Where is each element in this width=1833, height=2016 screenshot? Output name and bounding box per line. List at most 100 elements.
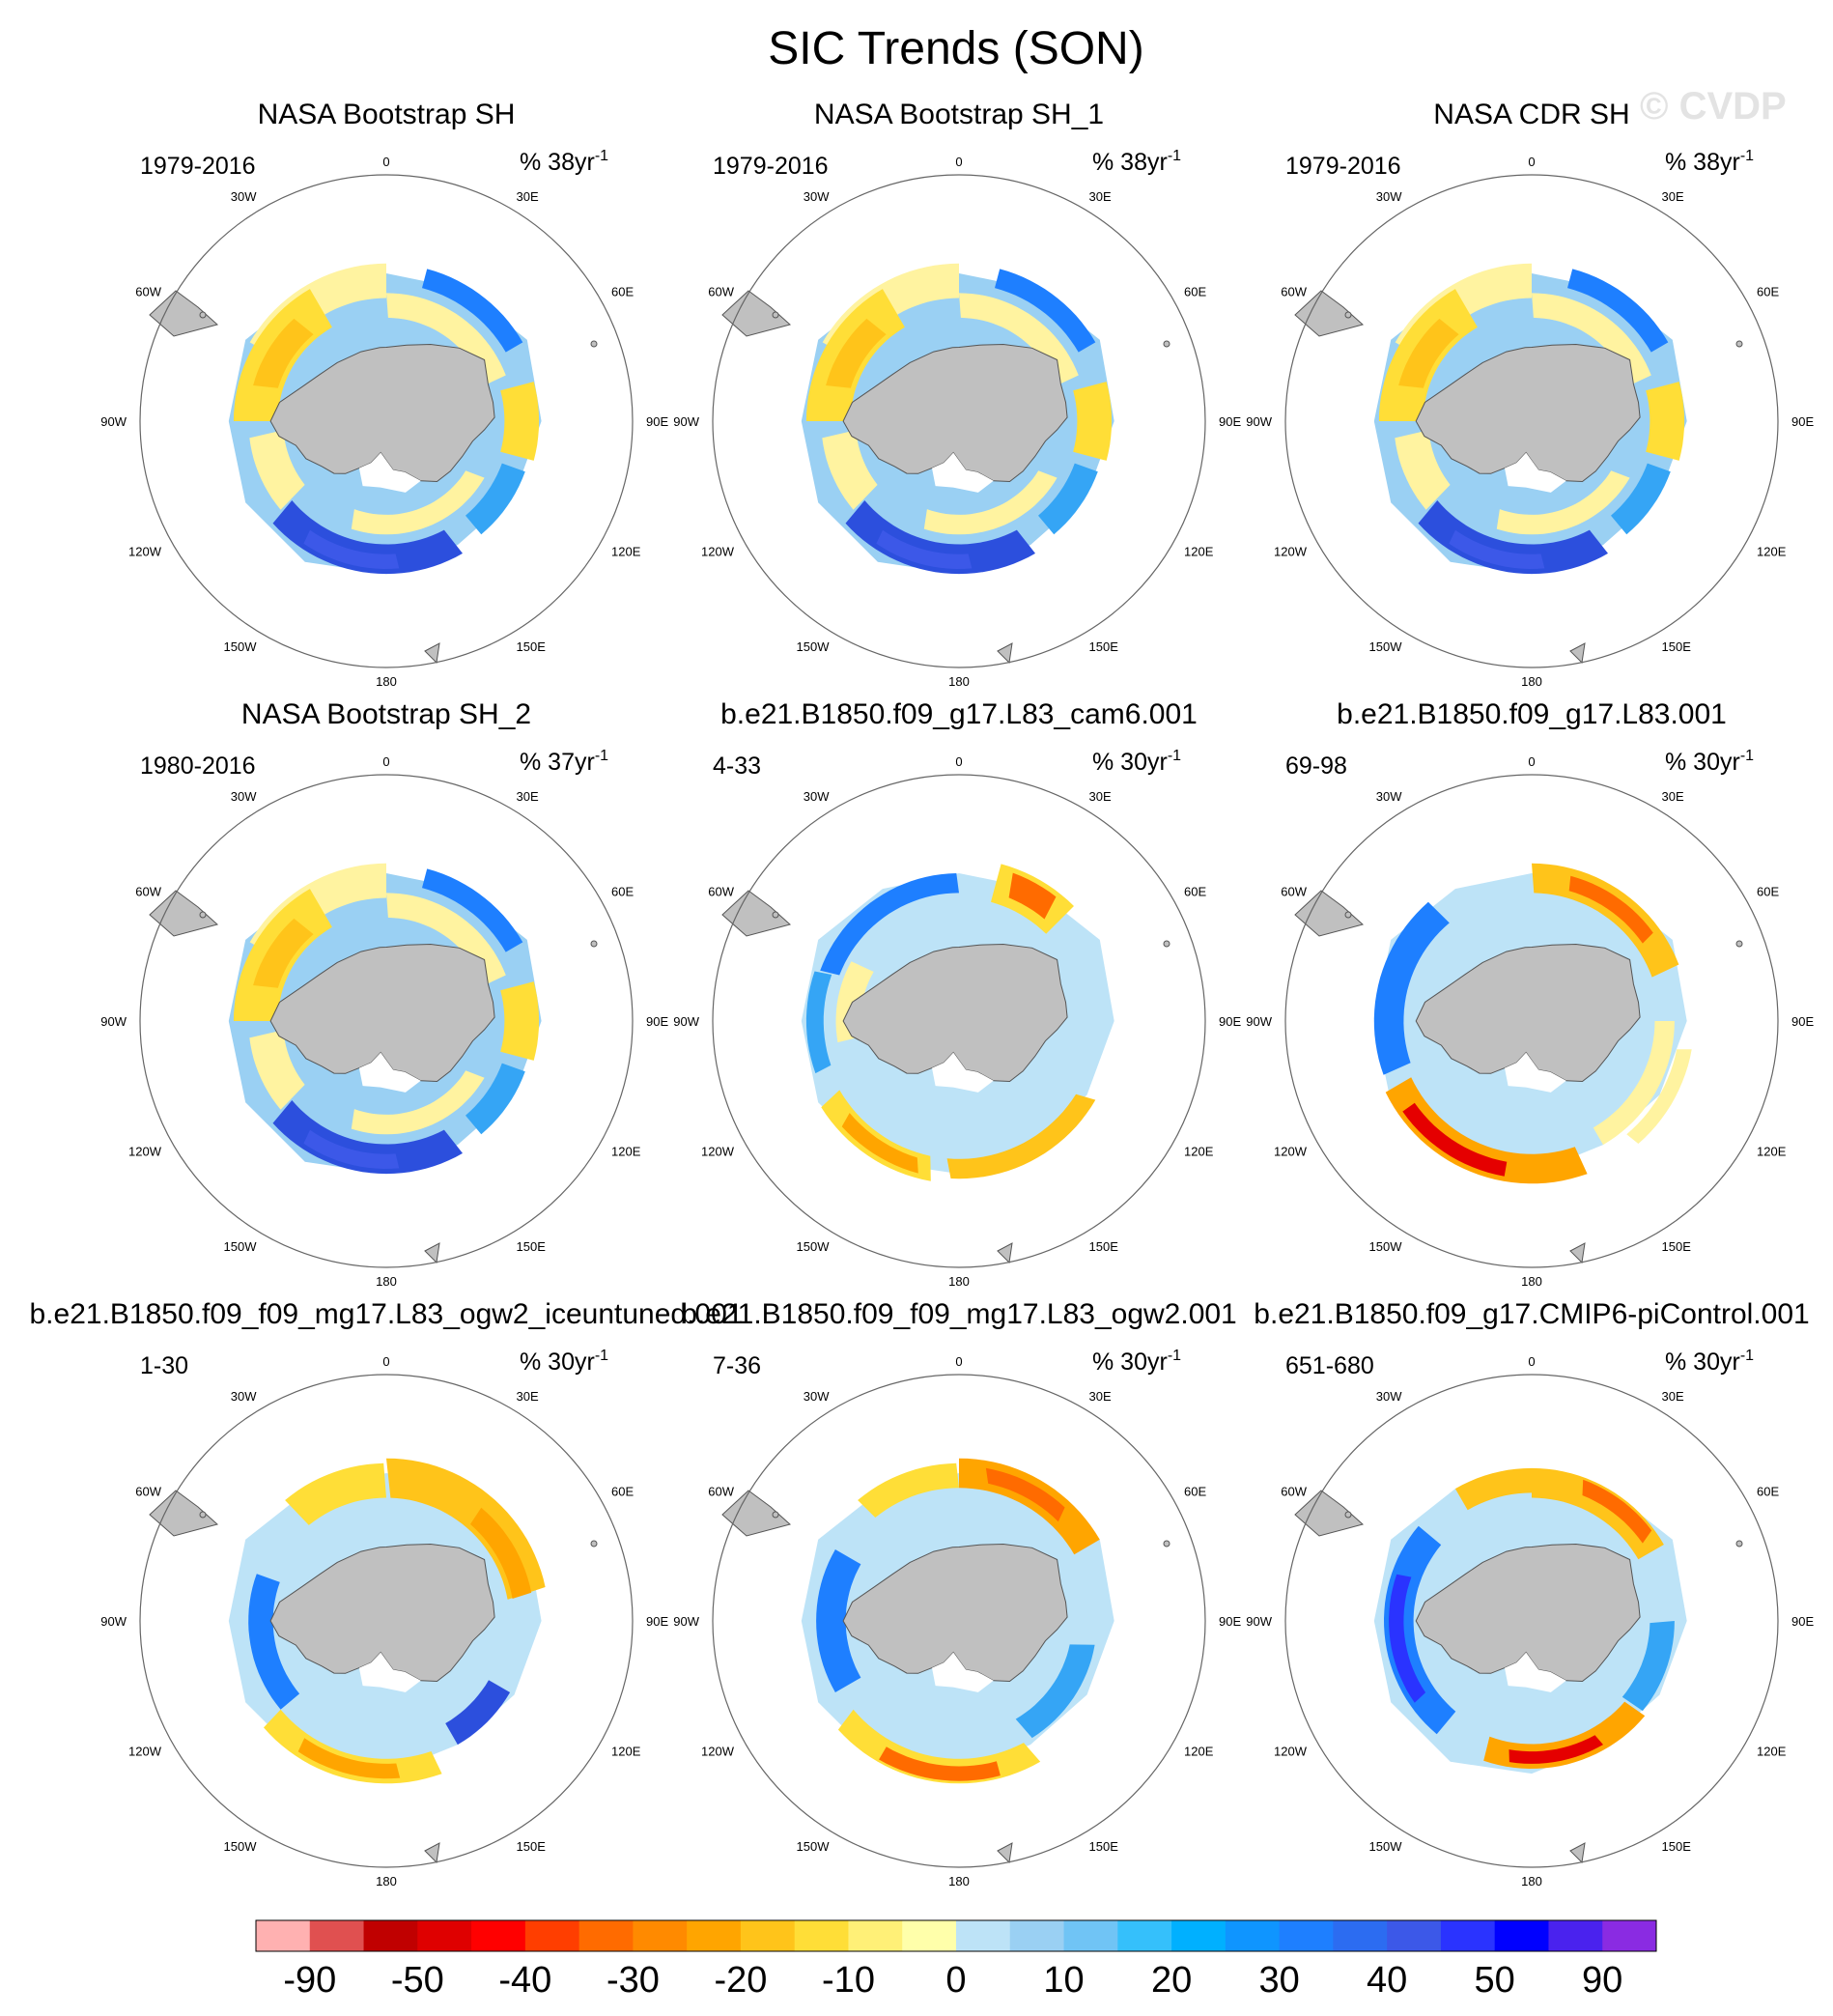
trend-region (297, 1738, 401, 1779)
lon-tick-label: 120W (1274, 545, 1308, 559)
lon-tick-label: 0 (1528, 155, 1535, 169)
panel: b.e21.B1850.f09_g17.L83.001 69-98 % 30yr-1… (1246, 698, 1814, 1289)
map-boundary (139, 1374, 634, 1868)
new-zealand-tip (1569, 1842, 1586, 1864)
panel-units-sup: -1 (1740, 148, 1754, 164)
colorbar-tick-label: 30 (1258, 1960, 1299, 2001)
colorbar-box (794, 1920, 849, 1951)
lon-tick-label: 30W (1376, 789, 1402, 804)
trend-region (858, 1462, 959, 1518)
lon-tick-label: 30W (231, 189, 257, 204)
lon-tick-label: 60E (1757, 885, 1779, 899)
falkland-islands (772, 311, 779, 319)
panel-years: 1-30 (140, 1352, 188, 1379)
trend-region (1373, 901, 1450, 1075)
panel-title: NASA CDR SH (1433, 99, 1629, 130)
colorbar-box (1494, 1920, 1549, 1951)
lon-tick-label: 90W (673, 1614, 699, 1629)
falkland-islands (772, 1511, 779, 1519)
trend-region (470, 1507, 532, 1599)
lon-tick-label: 0 (1528, 1354, 1535, 1369)
lon-tick-label: 120W (1274, 1745, 1308, 1759)
lon-tick-label: 120E (1184, 1745, 1214, 1759)
lon-tick-label: 0 (955, 1354, 962, 1369)
lon-tick-label: 120E (1184, 1145, 1214, 1159)
lon-tick-label: 30E (1662, 189, 1684, 204)
watermark: © CVDP (1640, 85, 1787, 128)
map-boundary (712, 1374, 1206, 1868)
trend-region (820, 873, 959, 976)
kerguelen-island (1163, 340, 1170, 348)
south-america-tip (721, 290, 792, 337)
lon-tick-label: 150E (1089, 1239, 1119, 1254)
lon-tick-label: 0 (955, 754, 962, 769)
trend-region (1532, 1467, 1664, 1560)
lon-tick-label: 60W (708, 885, 734, 899)
colorbar-box (363, 1920, 418, 1951)
panel-units: % 38yr-1 (520, 148, 608, 176)
trend-region (253, 318, 314, 388)
lon-tick-label: 60W (1281, 885, 1307, 899)
lon-tick-label: 90E (1219, 414, 1241, 429)
panel-units: % 38yr-1 (1092, 148, 1181, 176)
lon-tick-label: 180 (376, 674, 397, 689)
lon-tick-label: 90W (1246, 1614, 1272, 1629)
lon-tick-label: 30E (1089, 1389, 1112, 1404)
lon-tick-label: 150E (1089, 1839, 1119, 1854)
falkland-islands (199, 911, 207, 919)
panel-title: b.e21.B1850.f09_f09_mg17.L83_ogw2.001 (681, 1298, 1237, 1330)
lon-tick-label: 150E (1089, 639, 1119, 654)
falkland-islands (1344, 311, 1352, 319)
panel-units-sup: -1 (1740, 748, 1754, 764)
lon-tick-label: 90W (100, 414, 127, 429)
lon-tick-label: 0 (955, 155, 962, 169)
ross-ice-shelf (358, 452, 421, 493)
trend-region (272, 500, 463, 575)
lon-tick-label: 90W (673, 1014, 699, 1029)
colorbar-box (578, 1920, 634, 1951)
colorbar-outline (255, 1919, 1657, 1952)
panel-title: b.e21.B1850.f09_g17.L83_cam6.001 (720, 698, 1198, 730)
colorbar-box (1333, 1920, 1388, 1951)
trend-region (272, 1100, 463, 1175)
lon-tick-label: 120W (701, 545, 735, 559)
trend-region (805, 971, 832, 1074)
lon-tick-label: 0 (382, 754, 389, 769)
lon-tick-label: 90W (1246, 1014, 1272, 1029)
lon-tick-label: 150W (1369, 1839, 1403, 1854)
trend-region (500, 981, 540, 1061)
lon-tick-label: 120E (611, 545, 641, 559)
lon-tick-label: 60E (611, 1485, 634, 1499)
trend-region (422, 269, 523, 353)
colorbar-box (1117, 1920, 1172, 1951)
map-boundary (1284, 1374, 1779, 1868)
lon-tick-label: 180 (948, 1874, 970, 1888)
lon-tick-label: 150E (1662, 639, 1692, 654)
lon-tick-label: 120W (1274, 1145, 1308, 1159)
trend-region (1509, 1735, 1603, 1764)
south-america-tip (1294, 890, 1365, 937)
antarctica (269, 1543, 495, 1683)
lon-tick-label: 150E (517, 1839, 547, 1854)
panel-years: 7-36 (713, 1352, 761, 1379)
colorbar-tick-label: 40 (1367, 1960, 1407, 2001)
lon-tick-label: 180 (948, 674, 970, 689)
panel: NASA Bootstrap SH_2 1980-2016 % 37yr-1 0 30E… (100, 698, 668, 1289)
lon-tick-label: 180 (1521, 1874, 1542, 1888)
lon-tick-label: 60E (1757, 1485, 1779, 1499)
colorbar-box (471, 1920, 526, 1951)
colorbar-tick-label: -30 (606, 1960, 660, 2001)
trend-region (995, 269, 1096, 353)
lon-tick-label: 180 (948, 1274, 970, 1289)
trend-region (253, 918, 314, 988)
south-america-tip (721, 890, 792, 937)
map-boundary (139, 174, 634, 668)
falkland-islands (1344, 911, 1352, 919)
south-america-tip (149, 890, 219, 937)
ross-ice-shelf (932, 1652, 994, 1692)
panel-units: % 37yr-1 (520, 748, 608, 776)
ross-ice-shelf (358, 1652, 421, 1692)
colorbar-box (902, 1920, 957, 1951)
lon-tick-label: 30E (517, 189, 539, 204)
